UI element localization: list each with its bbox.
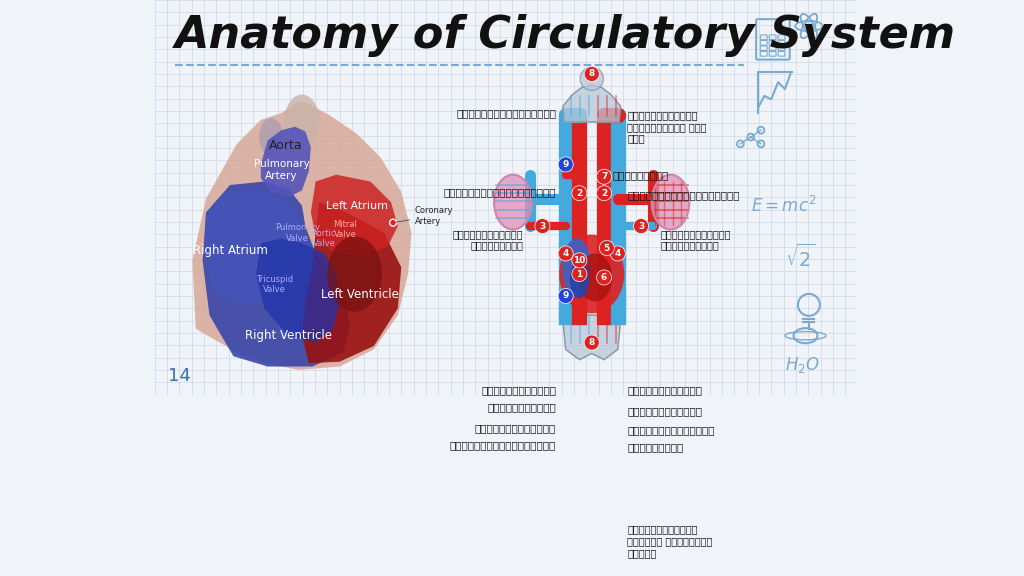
Text: พัลโมนารีเวน: พัลโมนารีเวน xyxy=(481,385,556,396)
Text: 3: 3 xyxy=(638,222,644,230)
Ellipse shape xyxy=(328,236,382,312)
Text: Pulmonary
Artery: Pulmonary Artery xyxy=(254,159,309,181)
Text: 4: 4 xyxy=(562,249,569,258)
Text: $H_2O$: $H_2O$ xyxy=(785,355,820,375)
Text: 8: 8 xyxy=(589,338,595,347)
Text: 3: 3 xyxy=(540,222,546,230)
Ellipse shape xyxy=(495,175,531,229)
Ellipse shape xyxy=(569,261,589,298)
Polygon shape xyxy=(203,181,350,366)
Circle shape xyxy=(634,218,648,234)
Polygon shape xyxy=(261,127,311,198)
Polygon shape xyxy=(311,175,398,257)
Text: หลอดเลือดฝอย
บริเวณ ช่องท้อง
และขา: หลอดเลือดฝอย บริเวณ ช่องท้อง และขา xyxy=(628,525,713,558)
Polygon shape xyxy=(563,85,621,122)
Circle shape xyxy=(558,246,573,261)
Ellipse shape xyxy=(562,238,591,296)
Text: พัลโมนารีเวน: พัลโมนารีเวน xyxy=(628,385,702,396)
Circle shape xyxy=(389,219,396,226)
Circle shape xyxy=(571,253,587,268)
Polygon shape xyxy=(563,315,621,359)
Text: 1: 1 xyxy=(577,270,583,279)
Text: 6: 6 xyxy=(601,273,607,282)
Polygon shape xyxy=(256,238,340,343)
Text: เอเตรียมซ้าย: เอเตรียมซ้าย xyxy=(628,406,702,416)
Text: เออออร์ดา: เออออร์ดา xyxy=(612,170,669,180)
Text: พัลโมนารีอาร์เตอรี: พัลโมนารีอาร์เตอรี xyxy=(443,187,556,197)
Text: พัลโมนารีอาร์เตอรี: พัลโมนารีอาร์เตอรี xyxy=(628,190,740,200)
Text: เวนตริเคิลขวา: เวนตริเคิลขวา xyxy=(475,423,556,433)
Text: 14: 14 xyxy=(168,367,191,385)
Text: หลอดเลือดฝอย
จากปอดขวา: หลอดเลือดฝอย จากปอดขวา xyxy=(453,229,523,251)
Text: 2: 2 xyxy=(601,189,607,198)
Circle shape xyxy=(558,289,573,304)
Circle shape xyxy=(558,157,573,172)
Circle shape xyxy=(597,185,611,200)
Text: Aortic
Valve: Aortic Valve xyxy=(312,229,337,248)
Ellipse shape xyxy=(651,175,689,229)
Text: Mitral
Valve: Mitral Valve xyxy=(333,220,357,239)
Ellipse shape xyxy=(578,253,612,301)
Text: หลอดเลือดฝอย
จากส่วนหัว ไหล
แขน: หลอดเลือดฝอย จากส่วนหัว ไหล แขน xyxy=(628,110,707,143)
Text: 5: 5 xyxy=(604,244,610,252)
Polygon shape xyxy=(193,101,412,370)
Text: 9: 9 xyxy=(562,160,569,169)
Circle shape xyxy=(535,218,550,234)
Text: Anatomy of Circulatory System: Anatomy of Circulatory System xyxy=(175,14,956,56)
Text: เวนตริเคิลซ้าย: เวนตริเคิลซ้าย xyxy=(628,425,715,435)
Text: เอเตรียมขวา: เอเตรียมขวา xyxy=(487,403,556,412)
Circle shape xyxy=(585,335,599,350)
Polygon shape xyxy=(204,191,305,305)
Text: 7: 7 xyxy=(601,172,607,181)
Text: Pulmonary
Valve: Pulmonary Valve xyxy=(274,223,319,242)
Text: อินฟีเรียเวนาคาวา: อินฟีเรียเวนาคาวา xyxy=(450,440,556,450)
Circle shape xyxy=(585,66,599,82)
Polygon shape xyxy=(302,202,401,363)
Circle shape xyxy=(610,246,626,261)
Ellipse shape xyxy=(259,118,283,156)
Text: Left Ventricle: Left Ventricle xyxy=(322,288,399,301)
Text: $E = mc^2$: $E = mc^2$ xyxy=(751,196,816,217)
Text: Right Atrium: Right Atrium xyxy=(193,244,267,256)
Circle shape xyxy=(571,267,587,282)
Text: Tricuspid
Valve: Tricuspid Valve xyxy=(256,275,293,294)
Text: 9: 9 xyxy=(562,291,569,301)
Ellipse shape xyxy=(284,94,319,149)
Circle shape xyxy=(804,21,814,31)
Circle shape xyxy=(599,240,614,256)
Text: 8: 8 xyxy=(589,70,595,78)
Text: ซูพีเรียเวนาคาวา: ซูพีเรียเวนาคาวา xyxy=(456,108,556,118)
Text: เออออร์ดา: เออออร์ดา xyxy=(628,442,684,452)
Text: 2: 2 xyxy=(577,189,583,198)
Circle shape xyxy=(571,185,587,200)
Text: $\sqrt{2}$: $\sqrt{2}$ xyxy=(785,244,816,271)
Text: Right Ventricle: Right Ventricle xyxy=(245,329,332,342)
Circle shape xyxy=(597,169,611,184)
Text: Left Atrium: Left Atrium xyxy=(326,200,388,211)
Text: Aorta: Aorta xyxy=(269,139,303,153)
Text: หลอดเลือดฝอย
จากปอดซ้าย: หลอดเลือดฝอย จากปอดซ้าย xyxy=(660,229,731,251)
Text: 10: 10 xyxy=(573,256,586,265)
Circle shape xyxy=(580,67,603,90)
Text: Coronary
Artery: Coronary Artery xyxy=(396,206,454,226)
Ellipse shape xyxy=(559,234,625,313)
Circle shape xyxy=(597,270,611,285)
Text: 4: 4 xyxy=(614,249,621,258)
